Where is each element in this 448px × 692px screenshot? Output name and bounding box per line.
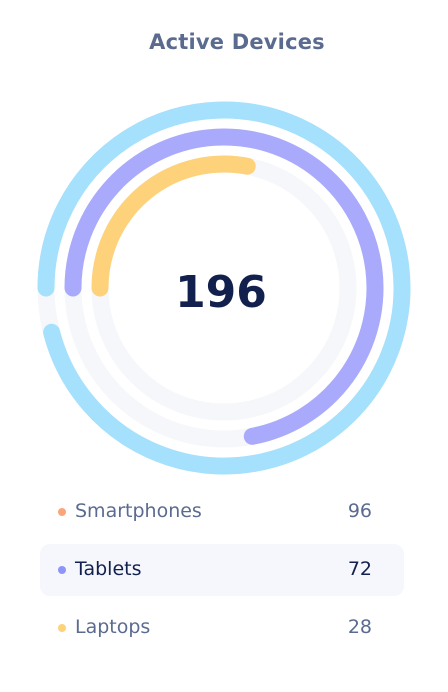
chart-title: Active Devices — [149, 30, 325, 54]
legend-dot-icon — [58, 508, 66, 516]
legend-dot-icon — [58, 566, 66, 574]
legend-value: 28 — [347, 616, 372, 638]
legend-label: Smartphones — [75, 500, 202, 522]
radial-bars — [37, 101, 411, 475]
legend-dot-icon — [58, 624, 66, 632]
legend-item-laptops[interactable]: Laptops 28 — [40, 602, 404, 654]
legend-label: Laptops — [75, 616, 151, 638]
legend-value: 72 — [347, 558, 372, 580]
legend-value: 96 — [347, 500, 372, 522]
legend-item-tablets[interactable]: Tablets 72 — [40, 544, 404, 596]
legend-item-smartphones[interactable]: Smartphones 96 — [40, 486, 404, 538]
total-count: 196 — [175, 267, 267, 318]
legend: Smartphones 96 Tablets 72 Laptops 28 — [40, 486, 404, 660]
radial-bar-laptops[interactable] — [91, 155, 256, 297]
radial-bar-tablets[interactable] — [64, 128, 384, 445]
legend-label: Tablets — [75, 558, 142, 580]
radial-bar-smartphones[interactable] — [37, 101, 411, 475]
